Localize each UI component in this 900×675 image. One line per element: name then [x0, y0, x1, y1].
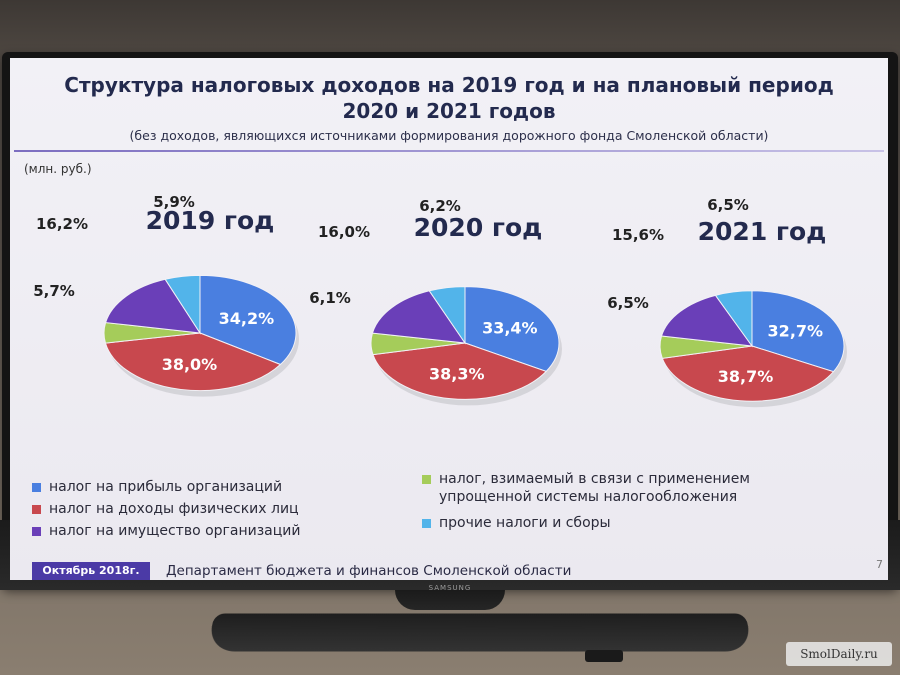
- pie-chart-2: 33,4% 38,3% 6,1% 16,0% 6,2%2020 год: [309, 197, 562, 406]
- remote-control: [585, 650, 623, 662]
- slide-title: Структура налоговых доходов на 2019 год …: [10, 72, 888, 124]
- pie-slice-personal-income-tax: [104, 332, 282, 392]
- legend-label-simplified-tax-line2: упрощенной системы налогообложения: [439, 489, 738, 505]
- watermark: SmolDaily.ru: [786, 642, 892, 666]
- legend-label-simplified-tax-line1: налог, взимаемый в связи с применением: [439, 471, 750, 487]
- title-divider: [14, 150, 884, 152]
- legend-label-other-taxes: прочие налоги и сборы: [439, 515, 611, 531]
- pie-slice-profit-tax: [464, 286, 560, 372]
- pie-slice-personal-income-tax: [372, 342, 548, 400]
- pie-label-profit-tax: 34,2%: [219, 309, 275, 328]
- pie-label-simplified-tax: 6,5%: [607, 294, 649, 312]
- legend-label-simplified-tax: налог, взимаемый в связи с применением у…: [439, 470, 750, 506]
- legend-swatch-other-taxes: [422, 519, 431, 528]
- slide-title-line1: Структура налоговых доходов на 2019 год …: [64, 73, 834, 97]
- legend-item-personal-income-tax: налог на доходы физических лиц: [32, 500, 299, 518]
- units-label: (млн. руб.): [24, 162, 92, 176]
- slide-subtitle: (без доходов, являющихся источниками фор…: [129, 128, 769, 143]
- pie-chart-3: 32,7% 38,7% 6,5% 15,6% 6,5% 2021 год: [607, 196, 847, 408]
- pie-slice-property-tax: [104, 278, 201, 334]
- wall-background: [0, 0, 900, 60]
- pie-charts: 34,2% 38,0% 5,7% 16,2% 5,9%2019 год 33,4% 38,3…: [33, 193, 847, 408]
- pie-slice-personal-income-tax: [661, 345, 835, 402]
- pie-label-other-taxes: 5,9%: [153, 193, 195, 211]
- pie-slice-profit-tax: [751, 290, 845, 373]
- pie-label-profit-tax: 32,7%: [768, 321, 824, 340]
- pie-label-other-taxes: 6,2%: [419, 197, 461, 215]
- legend-label-personal-income-tax: налог на доходы физических лиц: [49, 501, 299, 517]
- footer-date-badge: Октябрь 2018г.: [32, 562, 150, 580]
- pie-label-other-taxes: 6,5%: [707, 196, 749, 214]
- pie-label-personal-income-tax: 38,7%: [718, 367, 774, 386]
- pie-title: 2020 год: [414, 213, 543, 242]
- page-number: 7: [876, 558, 883, 571]
- pie-label-simplified-tax: 6,1%: [309, 289, 351, 307]
- pie-label-personal-income-tax: 38,0%: [162, 355, 218, 374]
- legend-item-simplified-tax: налог, взимаемый в связи с применением у…: [422, 470, 750, 506]
- pie-slice-other-taxes: [428, 286, 466, 345]
- pie-slice-other-taxes: [164, 274, 201, 335]
- legend-item-other-taxes: прочие налоги и сборы: [422, 514, 611, 532]
- pie-label-property-tax: 16,0%: [318, 223, 370, 241]
- legend-swatch-profit-tax: [32, 483, 41, 492]
- pie-label-property-tax: 15,6%: [612, 226, 664, 244]
- pie-label-simplified-tax: 5,7%: [33, 282, 75, 300]
- footer-department: Департамент бюджета и финансов Смоленско…: [166, 563, 572, 579]
- pie-title: 2021 год: [698, 217, 827, 246]
- pie-slice-property-tax: [660, 294, 754, 347]
- legend-label-property-tax: налог на имущество организаций: [49, 523, 301, 539]
- legend-swatch-personal-income-tax: [32, 505, 41, 514]
- legend-item-profit-tax: налог на прибыль организаций: [32, 478, 282, 496]
- slide-screen: Структура налоговых доходов на 2019 год …: [10, 58, 888, 580]
- pie-slice-other-taxes: [714, 290, 753, 348]
- legend-swatch-property-tax: [32, 527, 41, 536]
- tv-stand-neck: [395, 590, 505, 610]
- slide-title-line2: 2020 и 2021 годов: [342, 99, 556, 123]
- legend-label-profit-tax: налог на прибыль организаций: [49, 479, 283, 495]
- pie-label-profit-tax: 33,4%: [482, 319, 538, 338]
- legend-swatch-simplified-tax: [422, 475, 431, 484]
- legend-item-property-tax: налог на имущество организаций: [32, 522, 301, 540]
- tv-brand-logo: SAMSUNG: [428, 584, 472, 592]
- pie-chart-1: 34,2% 38,0% 5,7% 16,2% 5,9%2019 год: [33, 193, 299, 397]
- pie-slice-property-tax: [371, 290, 467, 344]
- pie-label-personal-income-tax: 38,3%: [429, 365, 485, 384]
- tv-stand-base: [204, 613, 756, 652]
- pie-title: 2019 год: [146, 206, 275, 235]
- pie-label-property-tax: 16,2%: [36, 215, 88, 233]
